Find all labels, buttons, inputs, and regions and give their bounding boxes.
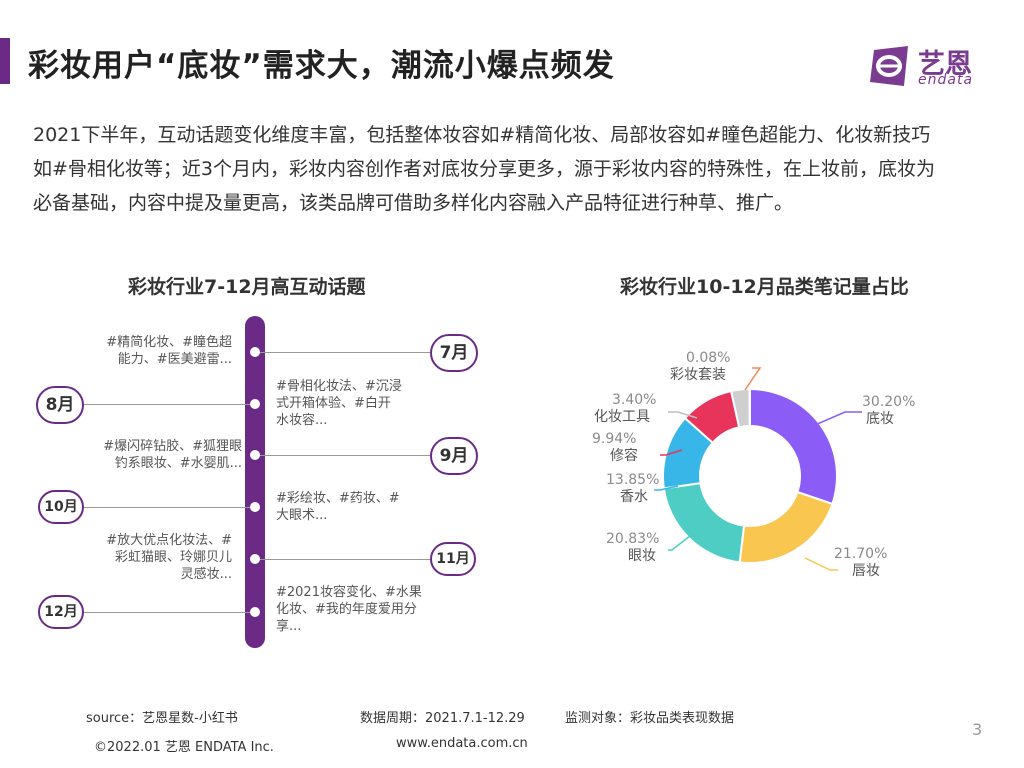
topic-line: #2021妆容变化、#水果 (276, 585, 422, 600)
leader-line-perfume (654, 485, 679, 491)
endata-logo-icon (870, 46, 908, 86)
timeline-title: 彩妆行业7-12月高互动话题 (128, 276, 366, 298)
pct-perfume: 13.85% (606, 472, 660, 488)
name-lip: 唇妆 (852, 563, 880, 579)
topic-august: #骨相化妆法、#沉浸 式开箱体验、#白开 水妆容... (276, 378, 436, 429)
footer-source: source：艺恩星数-小红书 (86, 711, 238, 726)
month-badge-7: 7月 (430, 334, 478, 372)
topic-september: #爆闪碎钻胶、#狐狸眼 钓系眼妆、#水婴肌... (70, 438, 242, 472)
topic-line: #彩绘妆、#药妆、# (276, 491, 400, 506)
topic-line: #爆闪碎钻胶、#狐狸眼 (103, 439, 242, 454)
month-badge-9: 9月 (430, 437, 478, 475)
timeline-dot (250, 399, 260, 409)
donut-slice-eye (662, 481, 746, 564)
connector-line (82, 404, 255, 405)
label-perfume: 13.85% 香水 (606, 472, 659, 506)
topic-october: #彩绘妆、#药妆、# 大眼术... (276, 490, 436, 524)
endata-logo: 艺恩 endata (866, 44, 996, 92)
connector-line (82, 612, 255, 613)
name-sets: 彩妆套装 (670, 367, 726, 383)
topic-line: 能力、#医美避雷... (117, 352, 232, 367)
month-badge-10: 10月 (38, 490, 84, 524)
footer-target: 监测对象：彩妆品类表现数据 (565, 711, 735, 726)
name-contour: 修容 (610, 448, 638, 464)
connector-line (255, 352, 430, 353)
leader-line-lip (804, 557, 838, 571)
topic-july: #精简化妆、#瞳色超 能力、#医美避雷... (80, 334, 232, 368)
topic-line: #放大优点化妆法、# (106, 533, 232, 548)
topic-december: #2021妆容变化、#水果 化妆、#我的年度爱用分 享... (276, 584, 436, 635)
topic-line: 钓系眼妆、#水婴肌... (114, 456, 242, 471)
topic-line: 式开箱体验、#白开 (276, 396, 391, 411)
topic-line: 化妆、#我的年度爱用分 (276, 602, 417, 617)
month-badge-12: 12月 (38, 595, 84, 629)
topic-line: #骨相化妆法、#沉浸 (276, 379, 402, 394)
topic-line: 享... (276, 619, 302, 634)
intro-line: 2021下半年，互动话题变化维度丰富，包括整体妆容如#精简化妆、局部妆容如#瞳色… (33, 124, 931, 146)
name-perfume: 香水 (620, 489, 648, 505)
page-number: 3 (972, 720, 983, 739)
timeline-dot (250, 607, 260, 617)
label-lip: 21.70% 唇妆 (834, 546, 887, 580)
label-eye: 20.83% 眼妆 (606, 531, 659, 565)
footer-period: 数据周期：2021.7.1-12.29 (360, 711, 525, 726)
footer-website[interactable]: www.endata.com.cn (396, 736, 528, 751)
leader-line-foundation (814, 411, 862, 426)
pct-tools: 3.40% (612, 392, 657, 408)
chart-title: 彩妆行业10-12月品类笔记量占比 (620, 276, 909, 298)
label-foundation: 30.20% 底妆 (862, 394, 915, 428)
logo-en-text: endata (918, 72, 974, 88)
month-badge-8: 8月 (36, 386, 84, 424)
topic-line: 彩虹猫眼、玲娜贝儿 (114, 550, 232, 565)
pct-lip: 21.70% (834, 546, 888, 562)
logo-cn-text: 艺恩 (918, 49, 972, 80)
donut-slice-lip (738, 490, 834, 564)
name-eye: 眼妆 (628, 548, 656, 564)
leader-line-contour (660, 449, 683, 456)
topic-november: #放大优点化妆法、# 彩虹猫眼、玲娜贝儿 灵感妆... (80, 532, 232, 583)
connector-line (82, 507, 255, 508)
pct-foundation: 30.20% (862, 394, 916, 410)
title-accent-bar (0, 38, 10, 84)
leader-line-tools (668, 411, 698, 419)
topic-line: #精简化妆、#瞳色超 (106, 335, 232, 350)
category-donut-chart: 30.20% 底妆 21.70% 唇妆 20.83% 眼妆 13.85% 香水 … (580, 300, 1000, 600)
leader-line-sets (744, 367, 762, 391)
connector-line (255, 455, 430, 456)
topic-line: 灵感妆... (180, 567, 232, 582)
name-tools: 化妆工具 (594, 409, 650, 425)
topic-line: 水妆容... (276, 413, 328, 428)
label-sets: 0.08% 彩妆套装 (670, 350, 730, 384)
topic-line: 大眼术... (276, 508, 328, 523)
month-badge-11: 11月 (430, 542, 476, 576)
pct-eye: 20.83% (606, 531, 660, 547)
intro-line: 必备基础，内容中提及量更高，该类品牌可借助多样化内容融入产品特征进行种草、推广。 (33, 192, 794, 214)
pct-contour: 9.94% (592, 431, 637, 447)
topic-timeline: 7月 8月 9月 10月 11月 12月 #精简化妆、#瞳色超 能力、#医美避雷… (0, 300, 520, 660)
intro-paragraph: 2021下半年，互动话题变化维度丰富，包括整体妆容如#精简化妆、局部妆容如#瞳色… (33, 118, 993, 220)
page-title: 彩妆用户“底妆”需求大，潮流小爆点频发 (28, 48, 615, 84)
donut-svg (654, 367, 862, 571)
timeline-spine (245, 316, 265, 648)
pct-sets: 0.08% (686, 350, 731, 366)
timeline-dot (250, 347, 260, 357)
label-tools: 3.40% 化妆工具 (594, 392, 656, 426)
name-foundation: 底妆 (866, 411, 894, 427)
timeline-dot (250, 502, 260, 512)
timeline-dot (250, 554, 260, 564)
timeline-dot (250, 450, 260, 460)
donut-slice-foundation (749, 387, 838, 506)
connector-line (255, 559, 430, 560)
footer-copyright: ©2022.01 艺恩 ENDATA Inc. (94, 740, 274, 755)
label-contour: 9.94% 修容 (592, 431, 638, 465)
leader-line-eye (668, 535, 691, 551)
intro-line: 如#骨相化妆等；近3个月内，彩妆内容创作者对底妆分享更多，源于彩妆内容的特殊性，… (33, 158, 936, 180)
